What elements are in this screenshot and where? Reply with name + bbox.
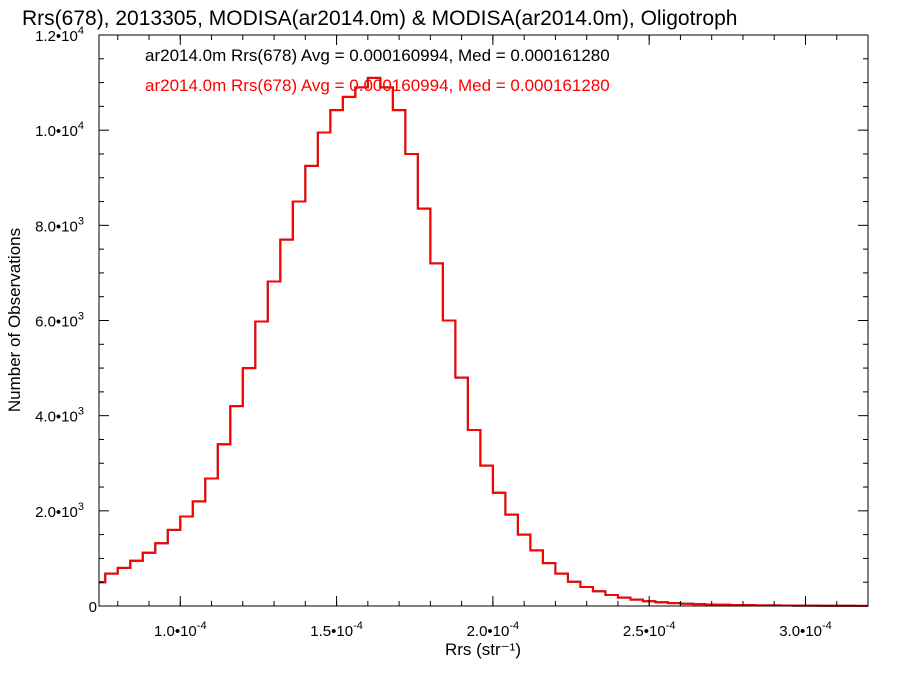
x-axis-label: Rrs (str⁻¹) [445,640,521,659]
y-tick-label: 8.0•103 [35,215,84,235]
plot-area [99,76,868,607]
y-tick-label: 1.0•104 [35,120,84,140]
x-axis-ticks: 1.0•10-4 1.5•10-4 2.0•10-4 2.5•10-4 3.0•10-4 [117,35,838,640]
y-tick-label: 2.0•103 [35,501,84,521]
x-tick-label: 1.5•10-4 [310,620,363,640]
chart-title: Rrs(678), 2013305, MODISA(ar2014.0m) & M… [22,7,737,30]
x-tick-label: 3.0•10-4 [779,620,832,640]
y-tick-label: 6.0•103 [35,311,84,331]
series-line-black [99,76,868,607]
legend-entry-black: ar2014.0m Rrs(678) Avg = 0.000160994, Me… [145,46,610,65]
y-tick-label: 1.2•104 [35,25,84,45]
x-tick-label: 2.0•10-4 [467,620,520,640]
x-tick-label: 2.5•10-4 [623,620,676,640]
y-axis-ticks: 0 2.0•103 4.0•103 6.0•103 8.0•103 1.0•104 1.2•… [35,25,868,616]
y-tick-label: 0 [89,599,97,616]
y-tick-label: 4.0•103 [35,406,84,426]
y-axis-label: Number of Observations [5,228,24,412]
legend-entry-red: ar2014.0m Rrs(678) Avg = 0.000160994, Me… [145,76,610,95]
x-tick-label: 1.0•10-4 [154,620,207,640]
series-line-red [99,76,868,607]
plot-frame [98,34,869,607]
